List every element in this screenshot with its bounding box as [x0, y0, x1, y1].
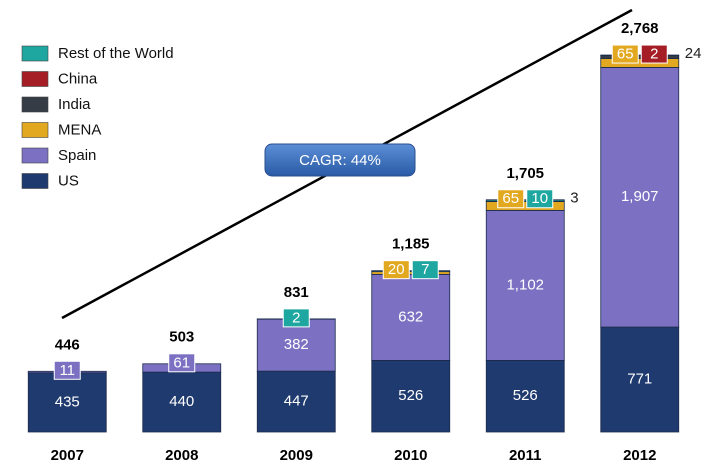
legend-label: Spain	[58, 147, 96, 164]
bar-segment	[485, 209, 565, 361]
legend-swatch	[21, 147, 49, 164]
total-label: 503	[169, 328, 194, 345]
legend-swatch	[21, 173, 49, 189]
bar-segment	[27, 372, 107, 433]
x-tick-label: 2011	[509, 447, 542, 464]
bar-segment	[371, 273, 451, 361]
total-label: 446	[55, 336, 80, 353]
legend-label: China	[58, 70, 98, 87]
segment-label: 526	[513, 387, 538, 404]
segment-label: 61	[173, 354, 190, 371]
label-box	[611, 44, 639, 64]
bar-segment	[485, 359, 565, 433]
label-box	[382, 260, 410, 280]
label-box	[53, 360, 81, 380]
segment-label: 382	[284, 336, 309, 353]
segment-label: 3	[570, 190, 578, 207]
legend-swatch	[21, 71, 49, 87]
x-tick-label: 2009	[280, 447, 313, 464]
segment-label: 2	[650, 46, 658, 63]
segment-label: 24	[685, 45, 702, 62]
cagr-box	[264, 143, 416, 177]
legend-label: India	[58, 96, 91, 113]
legend-label: US	[58, 172, 79, 189]
segment-label: 20	[388, 261, 405, 278]
legend-label: MENA	[58, 121, 101, 138]
cagr-label: CAGR: 44%	[299, 152, 381, 169]
bar-segment	[142, 371, 222, 433]
legend-label: Rest of the World	[58, 45, 174, 62]
bar-segment	[371, 270, 451, 273]
label-box	[411, 260, 439, 280]
bar-segment	[371, 359, 451, 433]
segment-label: 65	[617, 46, 634, 63]
segment-label: 1,102	[506, 276, 544, 293]
bar-segment	[600, 67, 680, 328]
segment-label: 65	[502, 190, 519, 207]
x-tick-label: 2010	[394, 447, 427, 464]
x-tick-label: 2008	[165, 447, 198, 464]
segment-label: 11	[59, 362, 75, 379]
total-label: 2,768	[621, 20, 659, 37]
total-label: 1,185	[392, 236, 430, 253]
segment-label: 1,907	[621, 188, 659, 205]
segment-label: 440	[169, 393, 194, 410]
legend-swatch	[21, 122, 49, 138]
label-box	[497, 189, 525, 209]
segment-label: 10	[531, 190, 548, 207]
total-label: 831	[284, 284, 309, 301]
segment-label: 526	[398, 387, 423, 404]
segment-label: 435	[55, 393, 80, 410]
segment-label: 2	[292, 309, 300, 326]
label-box	[526, 189, 554, 209]
segment-label: 632	[398, 308, 423, 325]
bar-segment	[256, 370, 336, 433]
bar-segment	[256, 318, 336, 372]
bar-segment	[485, 199, 565, 202]
x-tick-label: 2007	[51, 447, 84, 464]
x-tick-label: 2012	[623, 447, 656, 464]
label-box	[168, 353, 196, 373]
label-box	[640, 44, 668, 64]
legend-swatch	[21, 96, 49, 113]
segment-label: 7	[421, 261, 429, 278]
legend-swatch	[21, 45, 49, 62]
segment-label: 771	[627, 370, 652, 387]
label-box	[282, 308, 310, 328]
total-label: 1,705	[506, 165, 544, 182]
segment-label: 447	[284, 393, 309, 410]
